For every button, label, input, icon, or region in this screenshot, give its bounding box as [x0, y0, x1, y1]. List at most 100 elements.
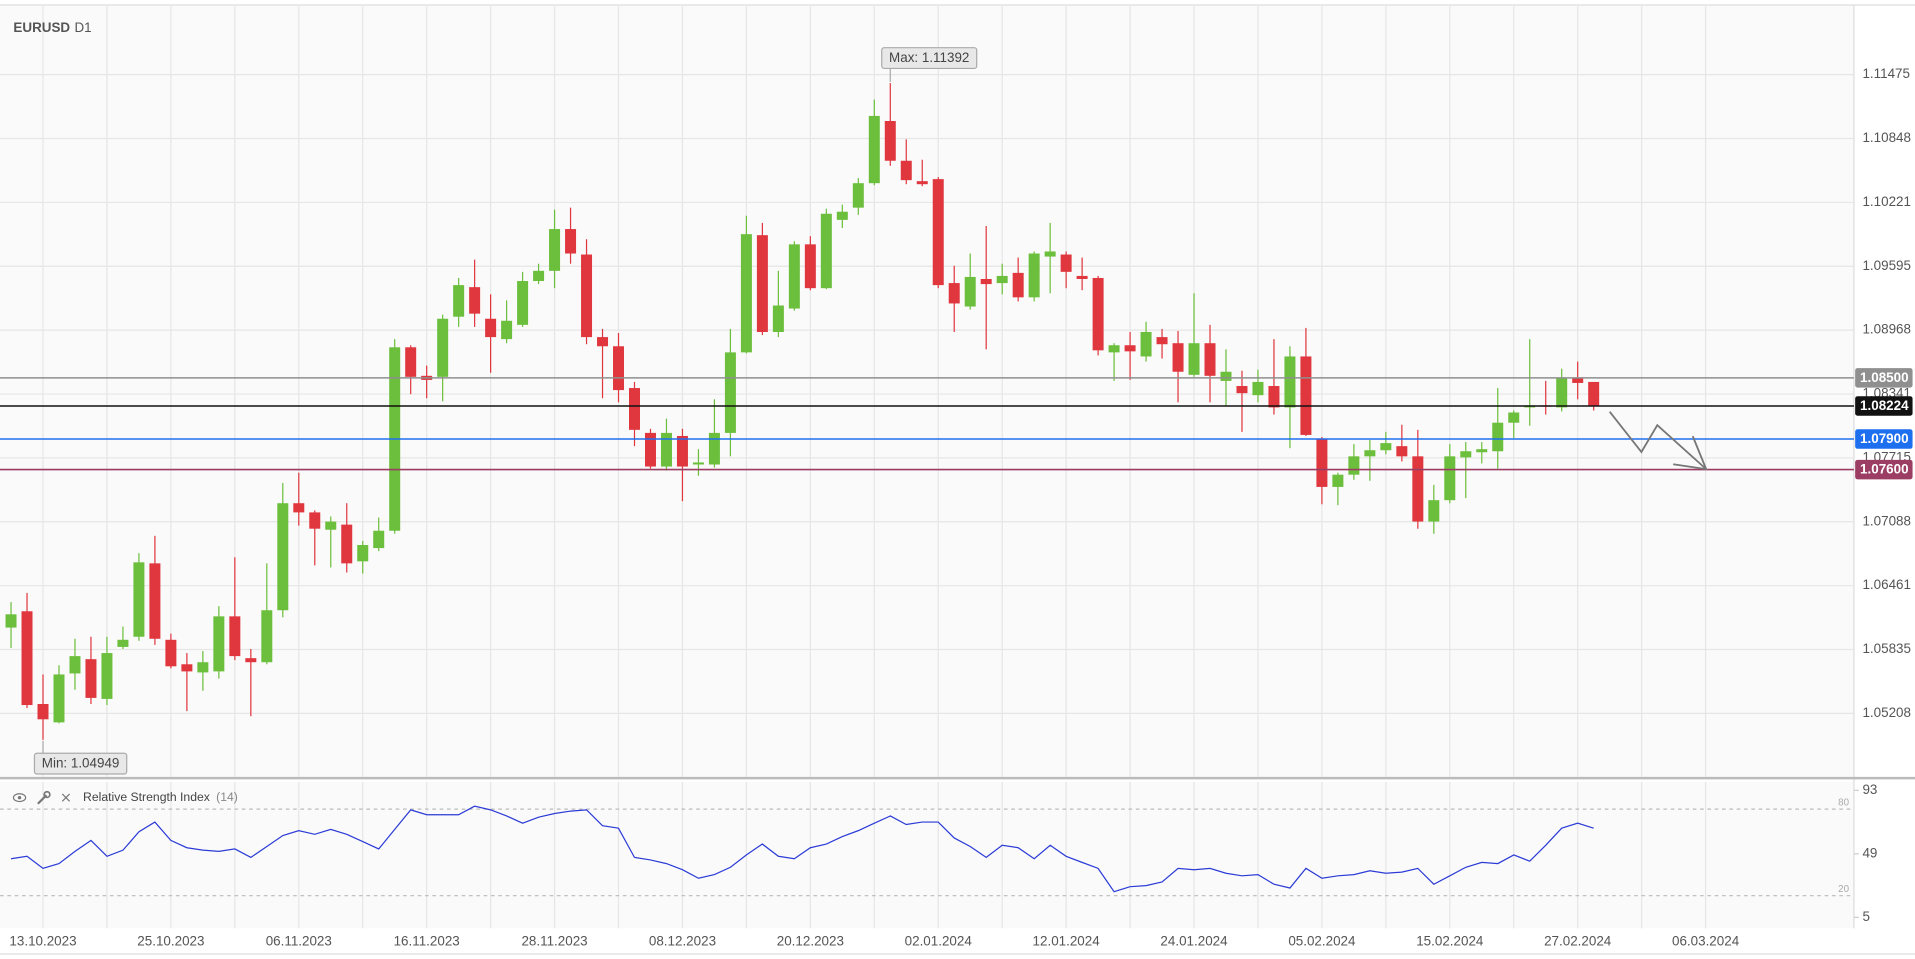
x-tick-label: 02.01.2024: [905, 933, 973, 948]
x-tick-label: 06.03.2024: [1672, 933, 1740, 948]
candle-body: [1588, 381, 1600, 407]
candle-body: [1236, 386, 1248, 394]
candle-body: [1252, 381, 1264, 396]
candle-body: [597, 337, 609, 347]
candle-body: [437, 318, 449, 377]
candle-body: [1188, 343, 1200, 375]
candle-body: [245, 658, 257, 663]
candle-body: [165, 639, 177, 667]
candle-body: [85, 659, 97, 698]
arrow-head: [1673, 435, 1708, 471]
candle-body: [1028, 253, 1040, 298]
x-tick-label: 15.02.2024: [1416, 933, 1484, 948]
y-tick-label: 49: [1862, 845, 1877, 860]
indicator-name: Relative Strength Index: [83, 790, 210, 804]
candle-body: [21, 611, 33, 706]
candle-body: [501, 320, 513, 340]
price-level-label: 1.07600: [1860, 462, 1909, 477]
x-tick-label: 08.12.2023: [649, 933, 716, 948]
candle-body: [1092, 277, 1104, 351]
x-tick-label: 13.10.2023: [9, 933, 76, 948]
candle-body: [469, 287, 481, 314]
candle-body: [1572, 377, 1584, 383]
extreme-label: Max: 1.11392: [889, 50, 969, 65]
eye-icon[interactable]: [12, 793, 27, 803]
candle-body: [980, 278, 992, 285]
candle-body: [1044, 251, 1056, 257]
candle-body: [932, 179, 944, 286]
candle-body: [1412, 456, 1424, 522]
timeframe: D1: [74, 20, 91, 35]
candle-body: [964, 276, 976, 307]
candle-body: [293, 503, 305, 513]
candle-body: [1428, 500, 1440, 522]
candle-body: [916, 181, 928, 185]
candle-body: [565, 229, 577, 254]
x-tick-label: 24.01.2024: [1160, 933, 1228, 948]
x-tick-label: 05.02.2024: [1288, 933, 1356, 948]
candle-body: [405, 347, 417, 377]
candle-body: [213, 616, 225, 672]
candle-body: [1108, 345, 1120, 353]
price-level-box: [1855, 368, 1913, 388]
candle-body: [1332, 474, 1344, 487]
candle-body: [740, 234, 752, 353]
candle-body: [676, 435, 688, 467]
candle-body: [1140, 331, 1152, 357]
candle-body: [325, 521, 337, 530]
candle-body: [373, 530, 385, 549]
y-tick-label: 5: [1862, 909, 1869, 924]
candle-body: [277, 503, 289, 611]
x-tick-label: 28.11.2023: [521, 933, 587, 948]
candle-body: [1076, 275, 1088, 279]
candle-body: [197, 662, 209, 673]
x-tick-label: 27.02.2024: [1544, 933, 1612, 948]
rsi-level-label: 20: [1838, 884, 1849, 895]
candle-body: [1124, 345, 1136, 352]
candle-body: [1220, 371, 1232, 381]
candle-body: [101, 653, 113, 699]
indicator-period: (14): [216, 790, 238, 804]
candle-body: [357, 545, 369, 562]
candle-body: [1492, 422, 1504, 452]
x-tick-label: 25.10.2023: [137, 933, 204, 948]
x-tick-label: 12.01.2024: [1033, 933, 1101, 948]
y-tick-label: 1.11475: [1862, 66, 1910, 81]
settings-icon[interactable]: [37, 790, 51, 805]
candle-body: [133, 562, 145, 637]
candle-body: [69, 656, 81, 674]
x-tick-label: 16.11.2023: [394, 933, 460, 948]
candle-body: [1476, 449, 1488, 453]
candle-body: [5, 614, 17, 628]
y-tick-label: 1.06461: [1862, 577, 1911, 592]
candle-body: [1380, 443, 1392, 451]
y-tick-label: 1.10848: [1862, 130, 1911, 145]
candle-body: [868, 115, 880, 184]
candle-body: [900, 160, 912, 181]
close-icon[interactable]: [61, 793, 71, 802]
candle-body: [724, 352, 736, 433]
candle-body: [1396, 446, 1408, 457]
candle-body: [1444, 456, 1456, 501]
candle-body: [485, 318, 497, 338]
rsi-pane: [0, 781, 1854, 929]
candle-body: [1348, 456, 1360, 475]
candle-body: [229, 616, 241, 657]
candle-body: [453, 285, 465, 317]
candle-body: [533, 270, 545, 282]
candle-body: [852, 183, 864, 208]
candle-body: [629, 388, 640, 430]
candle-body: [1508, 412, 1520, 423]
candle-body: [836, 211, 848, 220]
candle-body: [613, 346, 625, 391]
candle-body: [1012, 272, 1024, 298]
price-level-box: [1855, 459, 1913, 480]
candle-body: [772, 305, 784, 332]
candle-body: [708, 432, 720, 465]
candle-body: [1364, 450, 1376, 457]
rsi-level-label: 80: [1838, 798, 1849, 809]
extreme-label: Min: 1.04949: [42, 756, 120, 771]
price-level-box: [1855, 429, 1913, 449]
candle-body: [884, 121, 896, 161]
